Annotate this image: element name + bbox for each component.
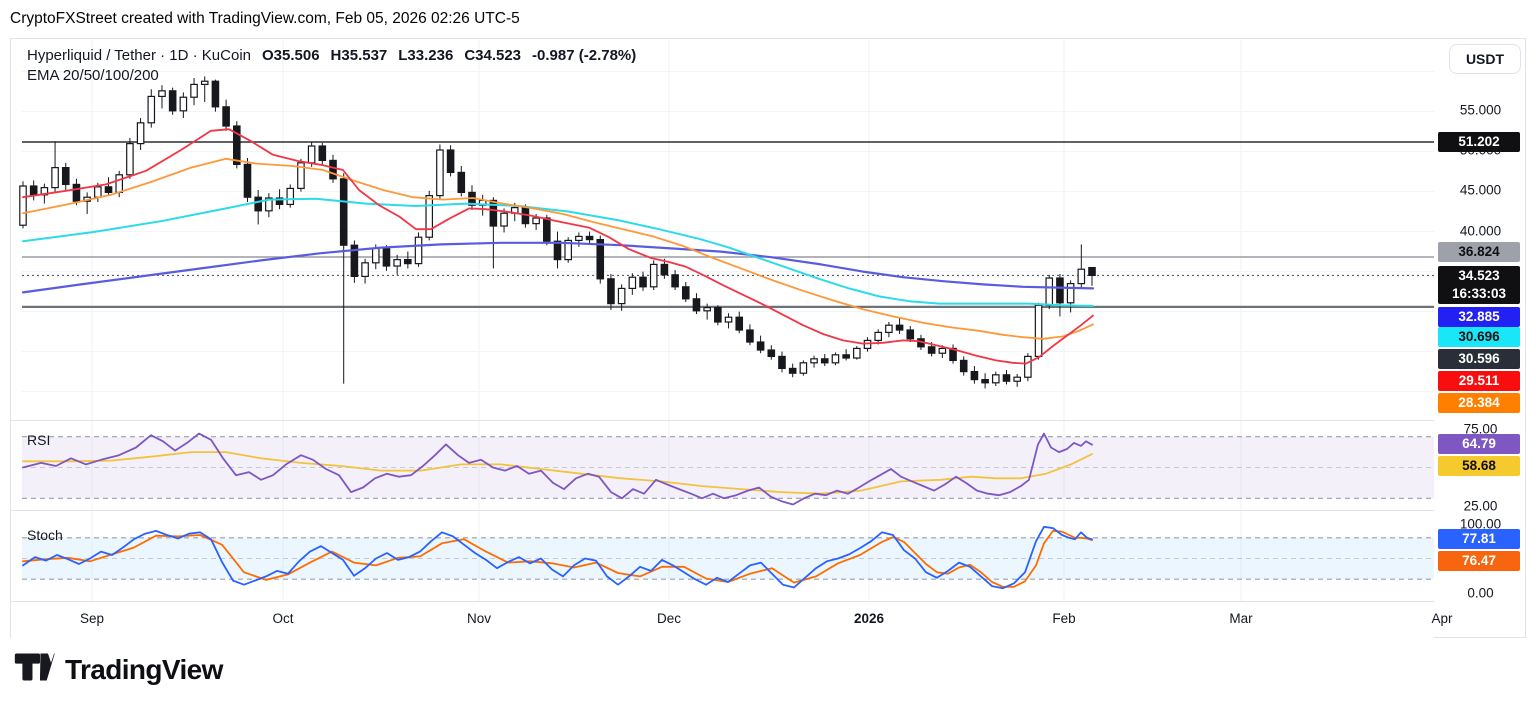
ema-200-line [21,241,1095,294]
panel-separators [11,420,1434,511]
price-badge: 28.384 [1438,393,1520,413]
axis-label: 40.000 [1459,223,1502,239]
price-badge: 64.79 [1438,434,1520,454]
attribution-note: CryptoFXStreet created with TradingView.… [10,10,520,27]
ohlc-close: C34.523 [464,47,522,64]
ohlc-low: L33.236 [398,47,454,64]
price-badge: 51.202 [1438,132,1520,152]
month-label: Feb [1052,611,1076,626]
countdown-timer: 16:33:03 [1451,286,1507,301]
month-label: Oct [272,611,294,626]
ohlc-open: O35.506 [262,47,320,64]
price-badge: 32.885 [1438,307,1520,327]
axis-label: 0.00 [1467,585,1494,601]
candles-series [19,76,1096,389]
axis-label: 75.00 [1463,421,1498,437]
axis-label: 45.000 [1459,182,1502,198]
month-label: 2026 [853,611,885,626]
ema-50-line [22,157,1094,340]
ema-100-line [22,197,1094,307]
ema-20-line [22,128,1094,365]
ohlc-high: H35.537 [330,47,388,64]
grid-lines [22,40,1434,601]
axis-label: 55.000 [1459,102,1502,118]
tradingview-logo-icon [14,650,56,689]
stoch-panel-label[interactable]: Stoch [27,527,63,543]
price-level-lines [22,141,1434,308]
price-badge: 34.523 16:33:03 [1438,266,1520,304]
month-label: Dec [656,611,682,626]
price-badge: 29.511 [1438,371,1520,391]
price-badge: 77.81 [1438,529,1520,549]
stoch-d-line [22,530,1093,588]
ema-indicator-legend[interactable]: EMA 20/50/100/200 [27,67,159,84]
price-axis[interactable]: USDT 55.00050.00045.00040.00075.0025.001… [1434,39,1527,639]
symbol-title[interactable]: Hyperliquid / Tether · 1D · KuCoin [27,47,251,64]
price-badge: 76.47 [1438,551,1520,571]
brand-link[interactable]: TradingView [14,650,223,689]
stoch-k-line [22,525,1093,590]
month-label: Mar [1229,611,1253,626]
brand-name: TradingView [65,653,223,685]
stoch-panel [22,537,1434,580]
month-label: Apr [1431,611,1453,626]
time-axis[interactable]: Sep Oct Nov Dec 2026 Feb Mar Apr [11,601,1453,639]
rsi-line [22,432,1093,506]
rsi-ma-line [22,451,1093,495]
axis-label: 100.00 [1459,516,1502,532]
rsi-panel-label[interactable]: RSI [27,432,51,448]
month-label: Nov [466,611,492,626]
axis-label: 25.00 [1463,498,1498,514]
price-badge: 36.824 [1438,242,1520,262]
month-label: Sep [79,611,105,626]
chart-legend: Hyperliquid / Tether · 1D · KuCoin O35.5… [27,47,636,64]
rsi-panel [22,436,1434,499]
price-badge: 58.68 [1438,456,1520,476]
currency-button[interactable]: USDT [1449,44,1521,74]
plot-area[interactable] [11,39,1434,639]
price-badge: 30.596 [1438,349,1520,369]
change-value: -0.987 (-2.78%) [532,47,637,64]
price-badge: 30.696 [1438,327,1520,347]
chart-widget: Hyperliquid / Tether · 1D · KuCoin O35.5… [10,38,1527,639]
